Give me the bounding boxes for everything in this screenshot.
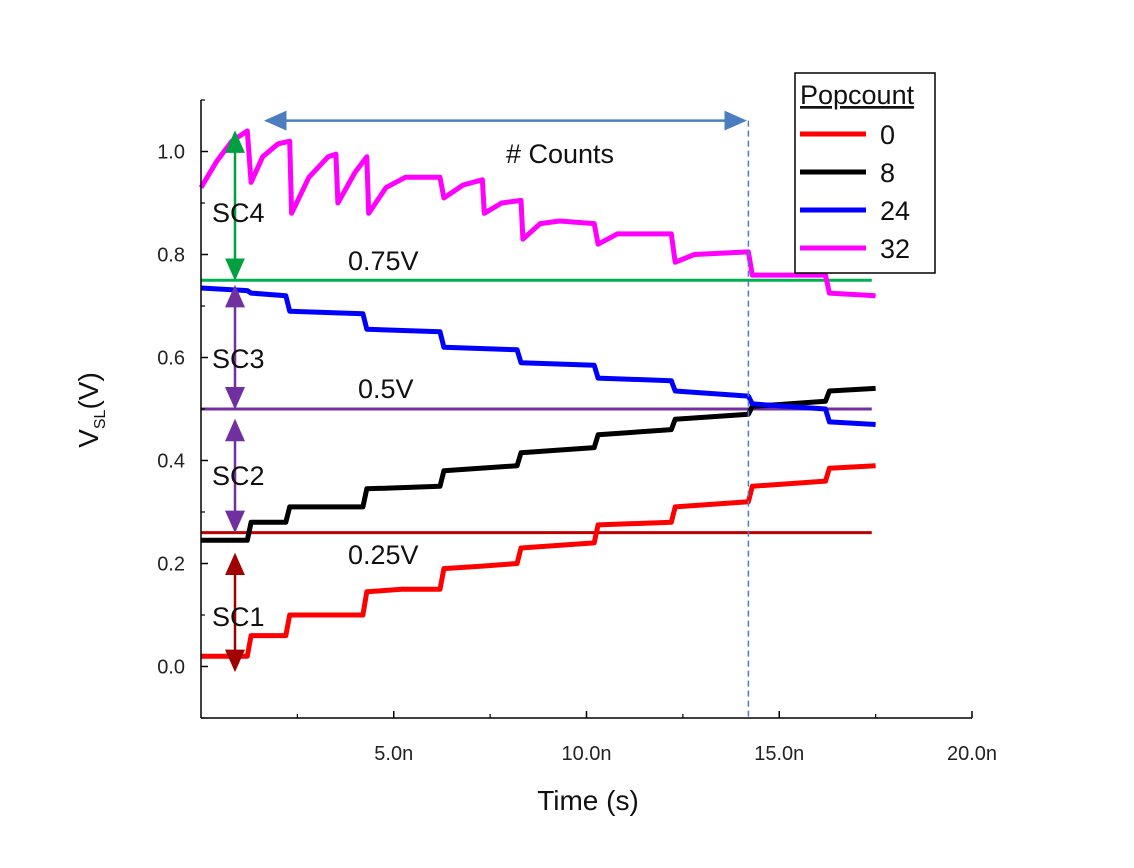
series-line	[198, 128, 876, 299]
range-label: SC2	[212, 461, 265, 491]
y-axis-title-sub: SL	[92, 409, 109, 429]
x-tick-label: 15.0n	[754, 743, 804, 765]
threshold-label: 0.75V	[348, 246, 419, 276]
legend-title: Popcount	[800, 80, 915, 110]
y-tick-label: 0.8	[157, 245, 185, 267]
y-tick-label: 0.4	[157, 451, 185, 473]
threshold-label: 0.25V	[348, 540, 419, 570]
plot-area	[198, 128, 876, 659]
axis-ticks: 0.0 0.2 0.4 0.6 0.8 1.0 5.0n 10.0n 15.0n 20.0n	[157, 99, 997, 765]
range-label: SC4	[212, 198, 265, 228]
x-tick-label: 10.0n	[561, 743, 611, 765]
counts-label: # Counts	[506, 139, 614, 169]
y-axis-title-unit: (V)	[73, 372, 104, 409]
legend-label: 32	[880, 234, 910, 264]
y-tick-label: 0.2	[157, 554, 185, 576]
y-axis-title-main: V	[73, 429, 104, 448]
x-axis-title: Time (s)	[537, 785, 639, 816]
legend-label: 24	[880, 196, 910, 226]
y-tick-label: 0.0	[157, 657, 185, 679]
y-tick-label: 0.6	[157, 348, 185, 370]
x-tick-label: 5.0n	[374, 743, 413, 765]
x-tick-label: 20.0n	[947, 743, 997, 765]
svg-text:VSL(V): VSL(V)	[73, 372, 109, 448]
legend-label: 0	[880, 120, 895, 150]
y-tick-label: 1.0	[157, 142, 185, 164]
threshold-label: 0.5V	[358, 374, 414, 404]
series-line	[201, 385, 876, 543]
legend-label: 8	[880, 158, 895, 188]
annotations: 0.75V 0.5V 0.25V SC4 SC3 SC2 SC1 # Counts	[212, 110, 750, 718]
series-line	[201, 463, 876, 659]
y-axis-title: VSL(V)	[73, 372, 109, 448]
range-label: SC1	[212, 602, 265, 632]
legend: Popcount 0 8 24 32	[794, 72, 936, 274]
range-label: SC3	[212, 344, 265, 374]
legend-entries: 0 8 24 32	[800, 120, 910, 264]
series-line	[200, 285, 876, 427]
